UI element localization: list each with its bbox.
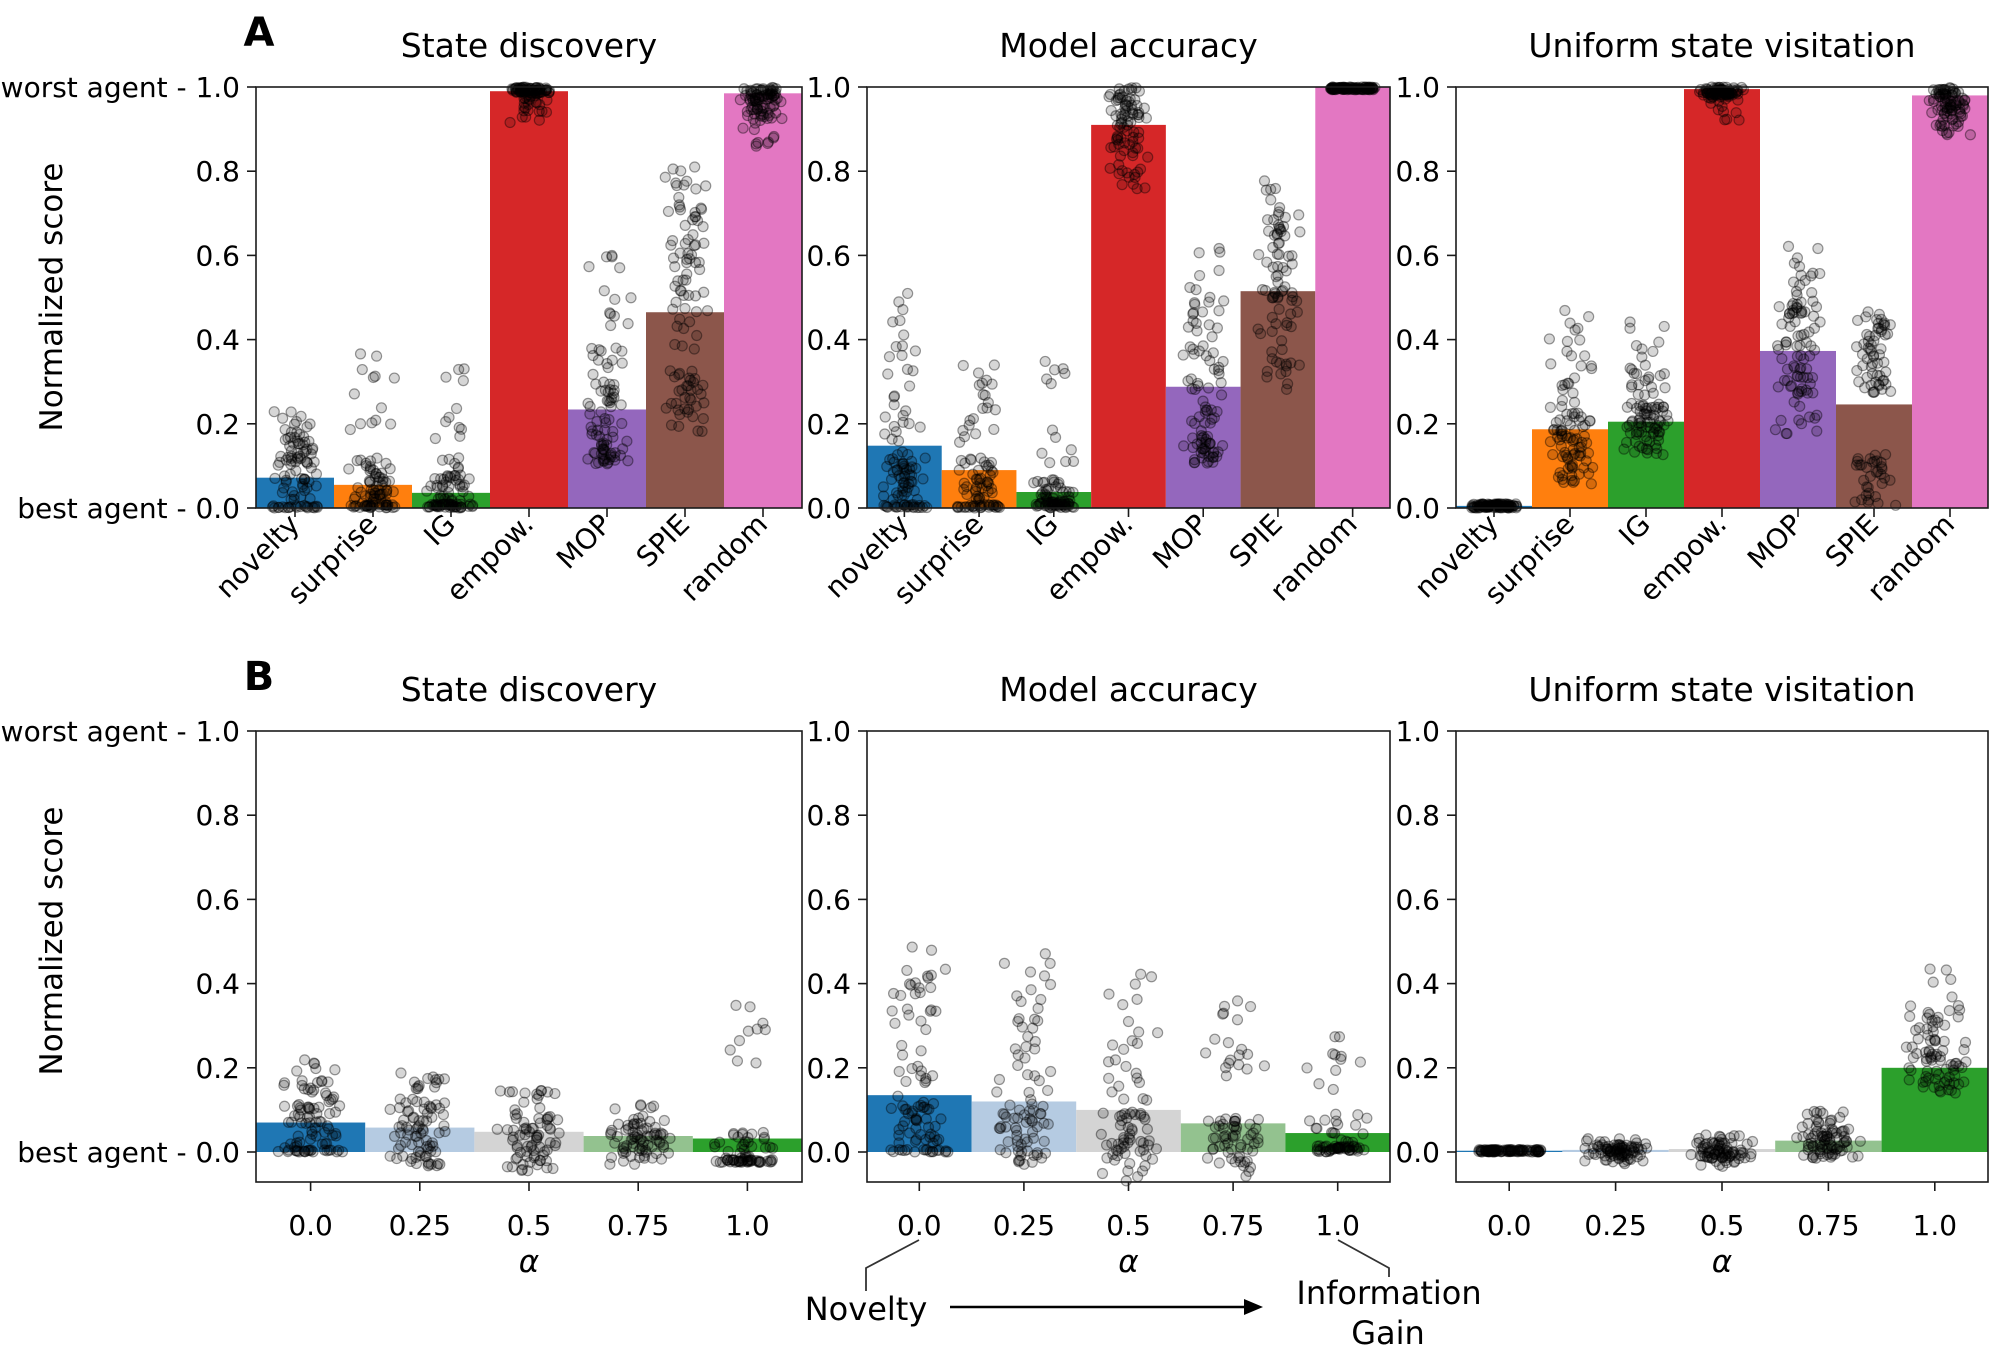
svg-text:State discovery: State discovery — [401, 26, 657, 65]
svg-text:0.4: 0.4 — [806, 968, 851, 1001]
svg-text:0.4: 0.4 — [1395, 968, 1440, 1001]
svg-text:Model accuracy: Model accuracy — [999, 26, 1257, 65]
svg-text:best agent - 0.0: best agent - 0.0 — [17, 1136, 240, 1169]
svg-text:0.6: 0.6 — [1395, 883, 1440, 916]
svg-text:1.0: 1.0 — [1395, 71, 1440, 104]
svg-text:1.0: 1.0 — [1315, 1209, 1360, 1242]
svg-text:IG: IG — [1020, 508, 1065, 553]
svg-text:0.5: 0.5 — [1106, 1209, 1151, 1242]
y-axis-label-panel-a: Normalized score — [34, 162, 70, 432]
subplot-a-0: State discovery worst agent - 1.0 0.8 0.6 0.… — [1, 26, 803, 611]
svg-text:0.75: 0.75 — [1202, 1209, 1264, 1242]
svg-text:0.6: 0.6 — [195, 883, 240, 916]
subplot-b-1: Model accuracy 1.0 0.8 0.6 0.4 0.2 0.0 0.0 0.25 0… — [806, 670, 1391, 1280]
svg-text:α: α — [519, 1244, 539, 1280]
svg-text:0.4: 0.4 — [1395, 324, 1440, 357]
subplot-a-2: Uniform state visitation 1.0 0.8 0.6 0.4 0.2 0… — [1395, 26, 1989, 611]
svg-text:Uniform state visitation: Uniform state visitation — [1528, 670, 1915, 709]
svg-text:α: α — [1118, 1244, 1138, 1280]
svg-text:0.2: 0.2 — [1395, 1052, 1440, 1085]
svg-text:0.5: 0.5 — [507, 1209, 552, 1242]
svg-text:State discovery: State discovery — [401, 670, 657, 709]
svg-text:0.0: 0.0 — [1487, 1209, 1532, 1242]
svg-text:MOP: MOP — [1741, 508, 1809, 576]
svg-text:0.25: 0.25 — [993, 1209, 1055, 1242]
panel-a-label: A — [243, 10, 275, 56]
svg-text:0.2: 0.2 — [195, 1052, 240, 1085]
svg-text:1.0: 1.0 — [806, 71, 851, 104]
svg-text:SPIE: SPIE — [1819, 508, 1885, 574]
svg-text:worst agent - 1.0: worst agent - 1.0 — [1, 715, 240, 748]
svg-text:0.6: 0.6 — [195, 239, 240, 272]
svg-text:0.4: 0.4 — [195, 324, 240, 357]
svg-text:0.75: 0.75 — [607, 1209, 669, 1242]
svg-text:0.4: 0.4 — [806, 324, 851, 357]
svg-text:0.6: 0.6 — [806, 883, 851, 916]
annotation-decoration — [865, 1239, 1390, 1315]
annotation-gain-label: Gain — [1351, 1314, 1425, 1352]
svg-text:random: random — [674, 508, 774, 608]
svg-text:Model accuracy: Model accuracy — [999, 670, 1257, 709]
svg-text:best agent - 0.0: best agent - 0.0 — [17, 492, 240, 525]
svg-text:empow.: empow. — [440, 508, 540, 608]
svg-text:0.4: 0.4 — [195, 968, 240, 1001]
svg-text:0.25: 0.25 — [1584, 1209, 1646, 1242]
svg-text:0.75: 0.75 — [1797, 1209, 1859, 1242]
svg-text:0.5: 0.5 — [1700, 1209, 1745, 1242]
svg-text:SPIE: SPIE — [1223, 508, 1289, 574]
svg-text:0.0: 0.0 — [806, 492, 851, 525]
annotation-novelty-label: Novelty — [804, 1290, 928, 1328]
svg-text:0.8: 0.8 — [1395, 155, 1440, 188]
svg-text:MOP: MOP — [550, 508, 618, 576]
svg-text:0.0: 0.0 — [897, 1209, 942, 1242]
svg-text:IG: IG — [1612, 508, 1657, 553]
svg-text:0.6: 0.6 — [806, 239, 851, 272]
svg-text:0.2: 0.2 — [806, 1052, 851, 1085]
subplot-b-2: Uniform state visitation 1.0 0.8 0.6 0.4 0.2 0… — [1395, 670, 1989, 1280]
svg-text:0.8: 0.8 — [806, 155, 851, 188]
svg-text:α: α — [1712, 1244, 1732, 1280]
svg-text:MOP: MOP — [1146, 508, 1214, 576]
svg-text:0.2: 0.2 — [806, 408, 851, 441]
svg-text:1.0: 1.0 — [1913, 1209, 1958, 1242]
svg-text:0.6: 0.6 — [1395, 239, 1440, 272]
svg-text:0.2: 0.2 — [1395, 408, 1440, 441]
svg-text:0.0: 0.0 — [806, 1136, 851, 1169]
subplot-a-1: Model accuracy1.00.80.60.40.20.0noveltys… — [806, 26, 1391, 611]
panel-b-label: B — [243, 654, 275, 700]
svg-text:0.0: 0.0 — [1395, 1136, 1440, 1169]
svg-text:SPIE: SPIE — [630, 508, 696, 574]
svg-text:0.0: 0.0 — [1395, 492, 1440, 525]
svg-text:1.0: 1.0 — [806, 715, 851, 748]
subplot-b-0: State discovery worst agent - 1.0 0.8 0.6 0.… — [1, 670, 803, 1280]
svg-text:0.8: 0.8 — [195, 155, 240, 188]
svg-text:Uniform state visitation: Uniform state visitation — [1528, 26, 1915, 65]
svg-text:0.25: 0.25 — [389, 1209, 451, 1242]
svg-text:worst agent - 1.0: worst agent - 1.0 — [1, 71, 240, 104]
svg-text:1.0: 1.0 — [1395, 715, 1440, 748]
y-axis-label-panel-b: Normalized score — [34, 806, 70, 1076]
svg-text:0.8: 0.8 — [806, 799, 851, 832]
svg-text:0.2: 0.2 — [195, 408, 240, 441]
svg-text:1.0: 1.0 — [725, 1209, 770, 1242]
svg-text:IG: IG — [417, 508, 462, 553]
svg-text:0.8: 0.8 — [1395, 799, 1440, 832]
annotation-information-label: Information — [1296, 1274, 1482, 1312]
svg-text:0.0: 0.0 — [288, 1209, 333, 1242]
svg-text:0.8: 0.8 — [195, 799, 240, 832]
